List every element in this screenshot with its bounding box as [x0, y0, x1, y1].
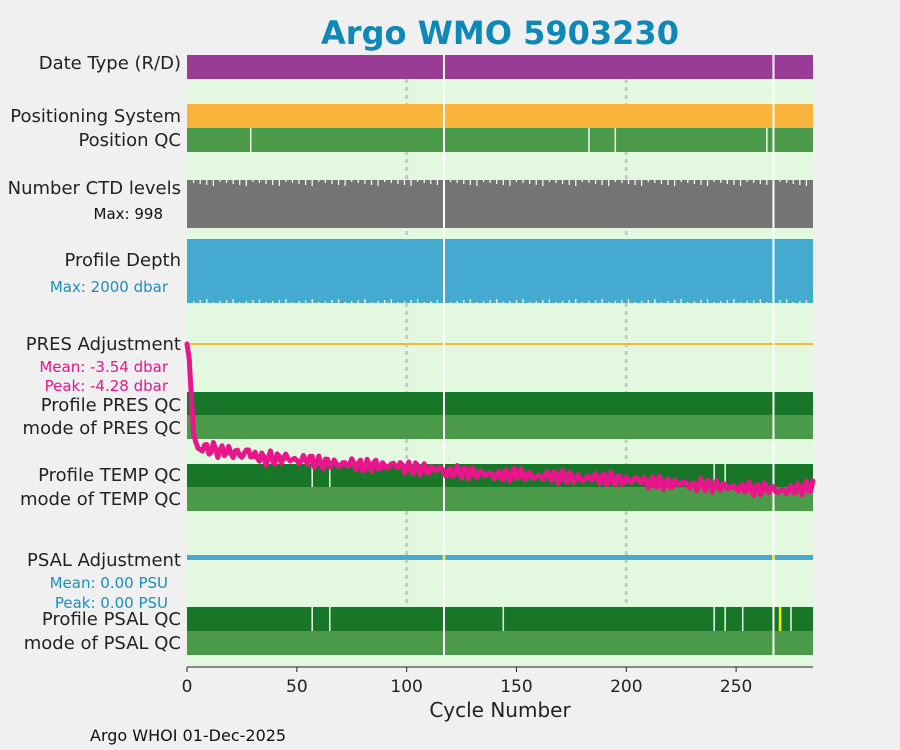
label-ctd-levels: Number CTD levels — [8, 178, 181, 199]
date-type-band — [187, 55, 813, 79]
mode-pres-qc-band — [187, 415, 813, 439]
x-axis-ticks: 0 50 100 150 200 250 — [182, 667, 752, 697]
x-tick-label-50: 50 — [286, 677, 308, 697]
position-qc-band — [187, 128, 813, 152]
plot-area — [187, 55, 813, 667]
chart-title: Argo WMO 5903230 — [321, 14, 679, 52]
label-position-qc: Position QC — [78, 130, 181, 151]
psal-peak-value: Peak: 0.00 PSU — [55, 594, 168, 612]
x-tick-label-250: 250 — [720, 677, 752, 697]
profile-depth-bottom-ticks — [192, 299, 808, 303]
ctd-levels-top-ticks — [192, 180, 808, 186]
label-mode-psal-qc: mode of PSAL QC — [24, 633, 181, 654]
x-axis-label: Cycle Number — [429, 698, 571, 722]
label-mode-pres-qc: mode of PRES QC — [23, 418, 181, 439]
ctd-max-value: Max: 998 — [94, 205, 163, 223]
psal-mean-value: Mean: 0.00 PSU — [50, 574, 168, 592]
x-tick-label-150: 150 — [500, 677, 532, 697]
psal-adjustment-flag-117 — [442, 555, 446, 560]
label-profile-depth: Profile Depth — [64, 250, 181, 271]
mode-temp-qc-band — [187, 487, 813, 511]
label-positioning-system: Positioning System — [10, 106, 181, 127]
ctd-levels-band — [187, 180, 813, 228]
psal-adjustment-band — [187, 555, 813, 560]
x-tick-label-200: 200 — [610, 677, 642, 697]
x-tick-label-0: 0 — [182, 677, 193, 697]
pres-mean-value: Mean: -3.54 dbar — [39, 358, 169, 376]
pres-peak-value: Peak: -4.28 dbar — [45, 377, 169, 395]
profile-pres-qc-band — [187, 392, 813, 415]
profile-depth-band — [187, 239, 813, 303]
psal-adjustment-flag-267 — [771, 555, 775, 560]
label-mode-temp-qc: mode of TEMP QC — [20, 489, 181, 510]
label-date-type: Date Type (R/D) — [39, 53, 181, 74]
label-profile-pres-qc: Profile PRES QC — [41, 395, 181, 416]
x-tick-label-100: 100 — [390, 677, 422, 697]
depth-max-value: Max: 2000 dbar — [50, 278, 169, 296]
label-psal-adjustment: PSAL Adjustment — [27, 550, 181, 571]
mode-psal-qc-band — [187, 631, 813, 655]
profile-psal-qc-band — [187, 607, 813, 631]
pres-adjustment-series — [184, 341, 816, 499]
label-pres-adjustment: PRES Adjustment — [26, 334, 181, 355]
footer-text: Argo WHOI 01-Dec-2025 — [90, 726, 286, 745]
label-profile-temp-qc: Profile TEMP QC — [38, 465, 181, 486]
positioning-system-band — [187, 104, 813, 128]
label-profile-psal-qc: Profile PSAL QC — [42, 609, 181, 630]
